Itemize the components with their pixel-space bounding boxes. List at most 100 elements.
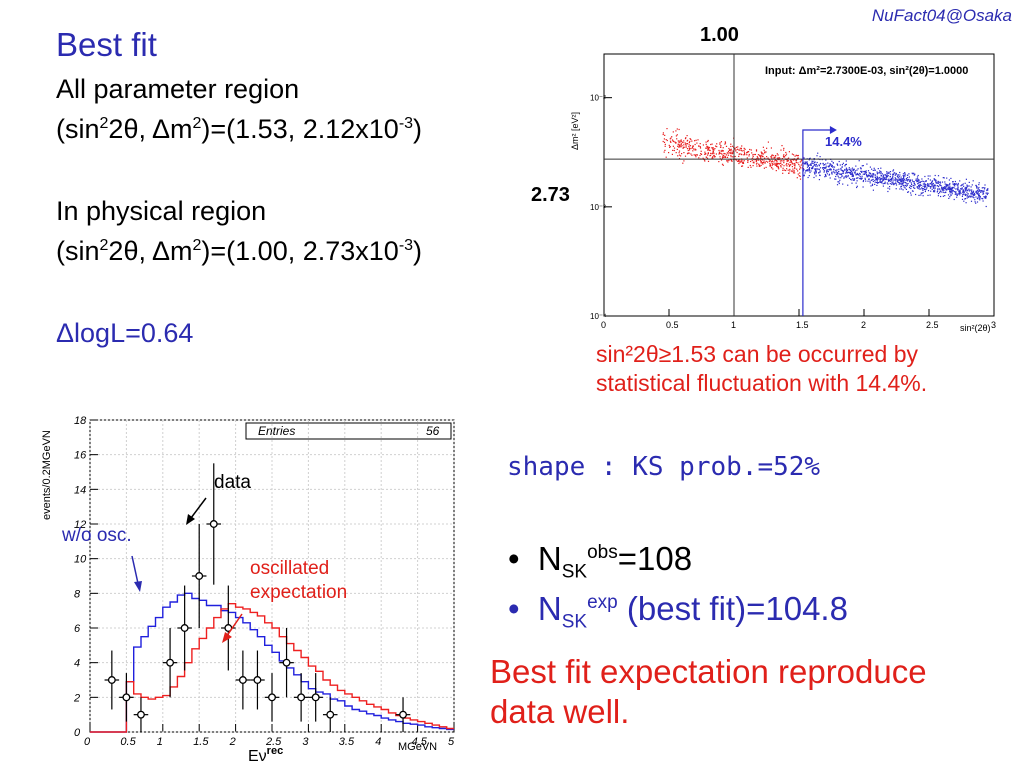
scatter-point — [663, 151, 665, 153]
scatter-point — [961, 187, 963, 189]
scatter-point — [666, 139, 668, 142]
scatter-point — [803, 169, 805, 171]
scatter-point — [937, 182, 939, 184]
scatter-point — [744, 154, 746, 156]
scatter-point — [694, 149, 696, 151]
scatter-point — [882, 178, 884, 180]
scatter-point — [679, 141, 681, 143]
hist-x-tick-label: 3.5 — [339, 736, 355, 748]
scatter-point — [678, 158, 681, 160]
scatter-point — [720, 150, 722, 152]
scatter-point — [920, 192, 922, 194]
scatter-point — [977, 196, 979, 198]
scatter-point — [838, 177, 840, 179]
scatter-point — [707, 160, 710, 162]
scatter-point — [952, 181, 954, 183]
scatter-point — [929, 175, 931, 177]
scatter-point — [848, 177, 851, 179]
scatter-point — [850, 172, 852, 174]
scatter-point — [785, 154, 787, 157]
scatter-point — [850, 171, 853, 173]
scatter-point — [899, 179, 901, 181]
header-tag: NuFact04@Osaka — [871, 6, 1012, 25]
physical-region-label: In physical region — [56, 196, 267, 226]
scatter-point — [731, 160, 733, 162]
scatter-point — [873, 167, 875, 169]
scatter-point — [738, 153, 740, 155]
scatter-point — [898, 182, 901, 184]
scatter-point — [743, 154, 745, 156]
scatter-point — [946, 177, 948, 179]
scatter-point — [825, 165, 827, 167]
scatter-point — [956, 188, 958, 190]
scatter-point — [886, 176, 888, 178]
scatter-point — [903, 185, 905, 187]
scatter-point — [818, 165, 820, 167]
hist-entries-label: Entries — [258, 424, 295, 438]
scatter-point — [902, 189, 904, 191]
hist-y-tick-label: 6 — [74, 623, 81, 635]
scatter-point — [671, 136, 673, 138]
scatter-point — [691, 140, 693, 142]
scatter-point — [683, 146, 685, 148]
scatter-point — [830, 165, 833, 168]
scatter-point — [680, 140, 682, 142]
scatter-point — [916, 178, 918, 180]
scatter-point — [811, 162, 813, 164]
scatter-point — [902, 182, 904, 184]
scatter-point — [783, 149, 785, 151]
hist-wo-osc-label: w/o osc. — [61, 525, 132, 546]
scatter-point — [903, 179, 905, 181]
delta-logl: ΔlogL=0.64 — [56, 318, 194, 348]
scatter-point — [904, 173, 906, 175]
scatter-point — [769, 164, 771, 166]
scatter-point — [722, 150, 724, 152]
scatter-point — [695, 156, 697, 158]
scatter-point — [705, 152, 707, 155]
scatter-point — [710, 143, 712, 146]
scatter-point — [907, 180, 909, 182]
scatter-point — [889, 186, 891, 188]
scatter-point — [882, 176, 884, 178]
scatter-point — [837, 181, 839, 183]
scatter-point — [882, 175, 885, 177]
scatter-point — [789, 170, 791, 172]
scatter-point — [896, 175, 898, 177]
scatter-point — [907, 179, 909, 181]
scatter-point — [961, 195, 963, 197]
scatter-point — [889, 175, 891, 178]
scatter-point — [836, 171, 838, 173]
scatter-point — [879, 181, 881, 183]
hist-y-tick-label: 16 — [74, 450, 87, 462]
scatter-point — [683, 144, 685, 146]
scatter-point — [967, 196, 969, 198]
scatter-point — [680, 143, 682, 145]
scatter-point — [939, 184, 941, 186]
scatter-point — [760, 162, 762, 164]
scatter-point — [707, 148, 710, 150]
scatter-point — [922, 188, 924, 190]
scatter-point — [786, 168, 788, 170]
scatter-point — [679, 146, 681, 148]
hist-data-label: data — [214, 472, 251, 493]
scatter-point — [803, 157, 805, 159]
scatter-point — [858, 174, 860, 176]
scatter-y-tick-label: 10⁻³ — [590, 203, 606, 212]
scatter-point — [872, 173, 874, 175]
scatter-point — [812, 166, 814, 168]
scatter-point — [796, 177, 798, 179]
scatter-point — [899, 174, 901, 176]
scatter-point — [678, 128, 680, 131]
scatter-point — [669, 146, 671, 148]
scatter-point — [935, 179, 937, 181]
scatter-point — [900, 181, 902, 183]
scatter-point — [700, 153, 703, 155]
scatter-point — [711, 143, 713, 145]
scatter-point — [958, 193, 960, 195]
scatter-point — [978, 184, 980, 186]
scatter-point — [809, 167, 811, 169]
scatter-point — [885, 177, 887, 179]
scatter-point — [815, 165, 817, 167]
scatter-point — [841, 175, 843, 177]
scatter-point — [764, 162, 766, 164]
